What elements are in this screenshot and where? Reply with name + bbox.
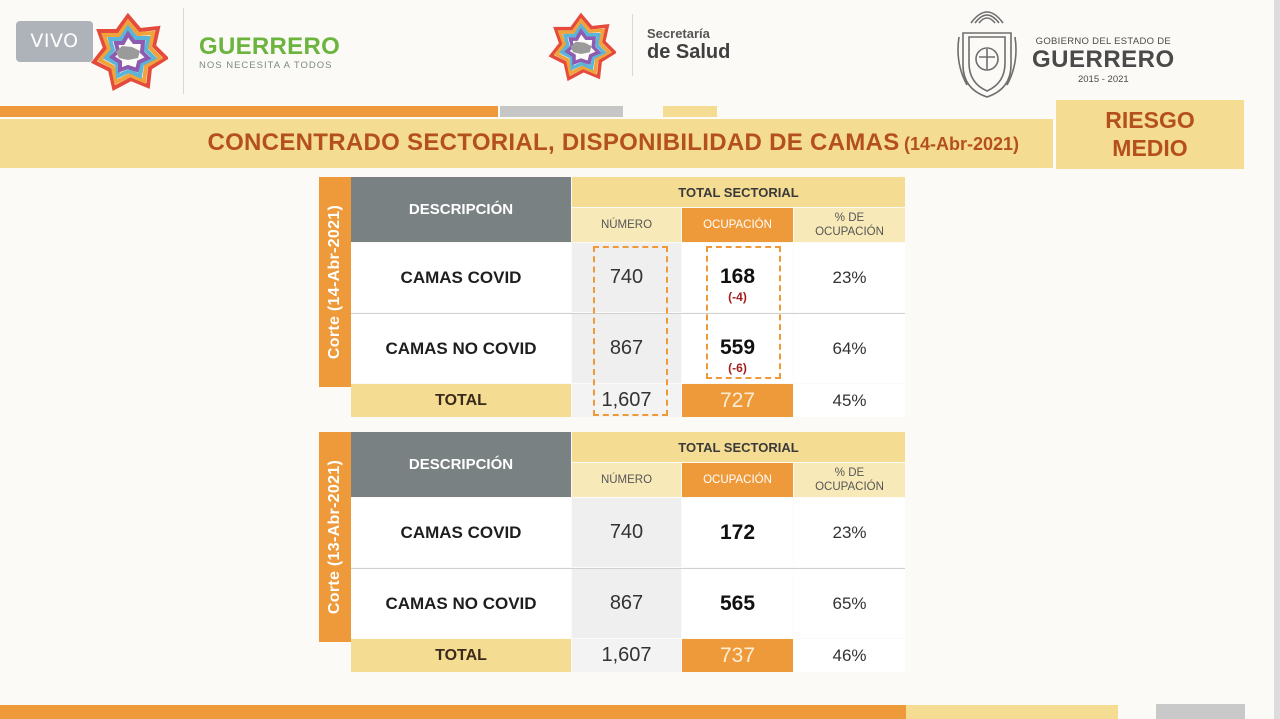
row-label-camas-covid: CAMAS COVID [351,498,571,567]
live-badge: VIVO [16,21,93,62]
yellow-stripe [663,106,717,117]
footer-orange-stripe [0,705,906,719]
gobierno-name: GUERRERO [1032,46,1175,73]
page-title-date: (14-Abr-2021) [903,134,1019,154]
risk-line-2: MEDIO [1112,135,1188,161]
row-divider [351,568,905,569]
gray-stripe [500,106,623,117]
pct-cell: 65% [794,569,905,638]
footer-gray-block [1156,704,1245,719]
page-title: CONCENTRADO SECTORIAL, DISPONIBILIDAD DE… [207,129,1019,157]
pct-header-line-1: % DE [834,467,865,479]
gobierno-brand: GOBIERNO DEL ESTADO DE GUERRERO 2015 - 2… [1032,36,1175,85]
pct-header-line-2: OCUPACIÓN [815,481,884,493]
ocupacion-cell: 559 (-6) [682,314,793,383]
beds-table-current: Corte (14-Abr-2021) DESCRIPCIÓN TOTAL SE… [319,177,905,418]
row-label-camas-no-covid: CAMAS NO COVID [351,569,571,638]
ocupacion-delta: (-6) [728,361,747,375]
ocupacion-value: 559 [719,336,756,359]
total-row-label: TOTAL [351,384,571,417]
total-sectorial-header: TOTAL SECTORIAL [572,432,905,462]
ocupacion-value: 168 [719,265,756,288]
pct-header-line-2: OCUPACIÓN [815,226,884,238]
guerrero-star-logo-icon [90,12,168,91]
numero-cell: 740 [572,498,681,567]
cut-date-text: Corte (13-Abr-2021) [326,459,343,615]
ocupacion-highlight-box [706,246,781,379]
total-numero-cell: 1,607 [572,639,681,672]
gobierno-label: GOBIERNO DEL ESTADO DE [1035,36,1172,47]
numero-highlight-box [593,246,668,416]
total-pct-cell: 46% [794,639,905,672]
row-label-camas-no-covid: CAMAS NO COVID [351,314,571,383]
numero-cell: 867 [572,314,681,383]
numero-cell: 867 [572,569,681,638]
pct-cell: 64% [794,314,905,383]
ocupacion-column-header: OCUPACIÓN [682,463,793,497]
total-row-label: TOTAL [351,639,571,672]
salud-star-logo-icon [548,12,616,82]
state-seal-icon [957,11,1017,98]
right-edge-bar [1274,0,1280,719]
page-title-main: CONCENTRADO SECTORIAL, DISPONIBILIDAD DE… [207,129,900,156]
total-pct-cell: 45% [794,384,905,417]
cut-date-label: Corte (14-Abr-2021) [319,177,351,387]
secretaria-salud-brand: Secretaría de Salud [647,26,730,64]
cut-date-label: Corte (13-Abr-2021) [319,432,351,642]
beds-table-previous: Corte (13-Abr-2021) DESCRIPCIÓN TOTAL SE… [319,432,905,673]
header: VIVO GUERRERO NOS NECESITA A TODOS Secre… [0,0,1280,105]
gobierno-years: 2015 - 2021 [1077,74,1129,85]
risk-line-1: RIESGO [1105,107,1195,133]
numero-cell: 740 [572,243,681,312]
ocupacion-cell: 168 (-4) [682,243,793,312]
description-header: DESCRIPCIÓN [351,177,571,242]
footer-yellow-stripe [906,705,1118,719]
de-salud-label: de Salud [647,41,731,63]
total-ocupacion-cell: 727 [682,384,793,417]
row-label-camas-covid: CAMAS COVID [351,243,571,312]
risk-level-badge: RIESGO MEDIO [1056,100,1244,169]
orange-stripe [0,106,498,117]
row-divider [351,313,905,314]
total-sectorial-header: TOTAL SECTORIAL [572,177,905,207]
pct-header-line-1: % DE [834,212,865,224]
guerrero-brand-name: GUERRERO [199,33,341,60]
pct-column-header: % DE OCUPACIÓN [794,463,905,497]
total-ocupacion-cell: 737 [682,639,793,672]
numero-column-header: NÚMERO [572,208,681,242]
numero-column-header: NÚMERO [572,463,681,497]
secretaria-label: Secretaría [647,26,710,41]
ocupacion-column-header: OCUPACIÓN [682,208,793,242]
guerrero-brand: GUERRERO NOS NECESITA A TODOS [199,33,340,71]
total-numero-cell: 1,607 [572,384,681,417]
pct-column-header: % DE OCUPACIÓN [794,208,905,242]
pct-cell: 23% [794,243,905,312]
ocupacion-delta: (-4) [728,290,747,304]
ocupacion-cell: 565 [682,569,793,638]
cut-date-text: Corte (14-Abr-2021) [326,204,343,360]
pct-cell: 23% [794,498,905,567]
description-header: DESCRIPCIÓN [351,432,571,497]
guerrero-brand-tagline: NOS NECESITA A TODOS [199,60,333,71]
title-bar: CONCENTRADO SECTORIAL, DISPONIBILIDAD DE… [0,119,1053,168]
ocupacion-cell: 172 [682,498,793,567]
